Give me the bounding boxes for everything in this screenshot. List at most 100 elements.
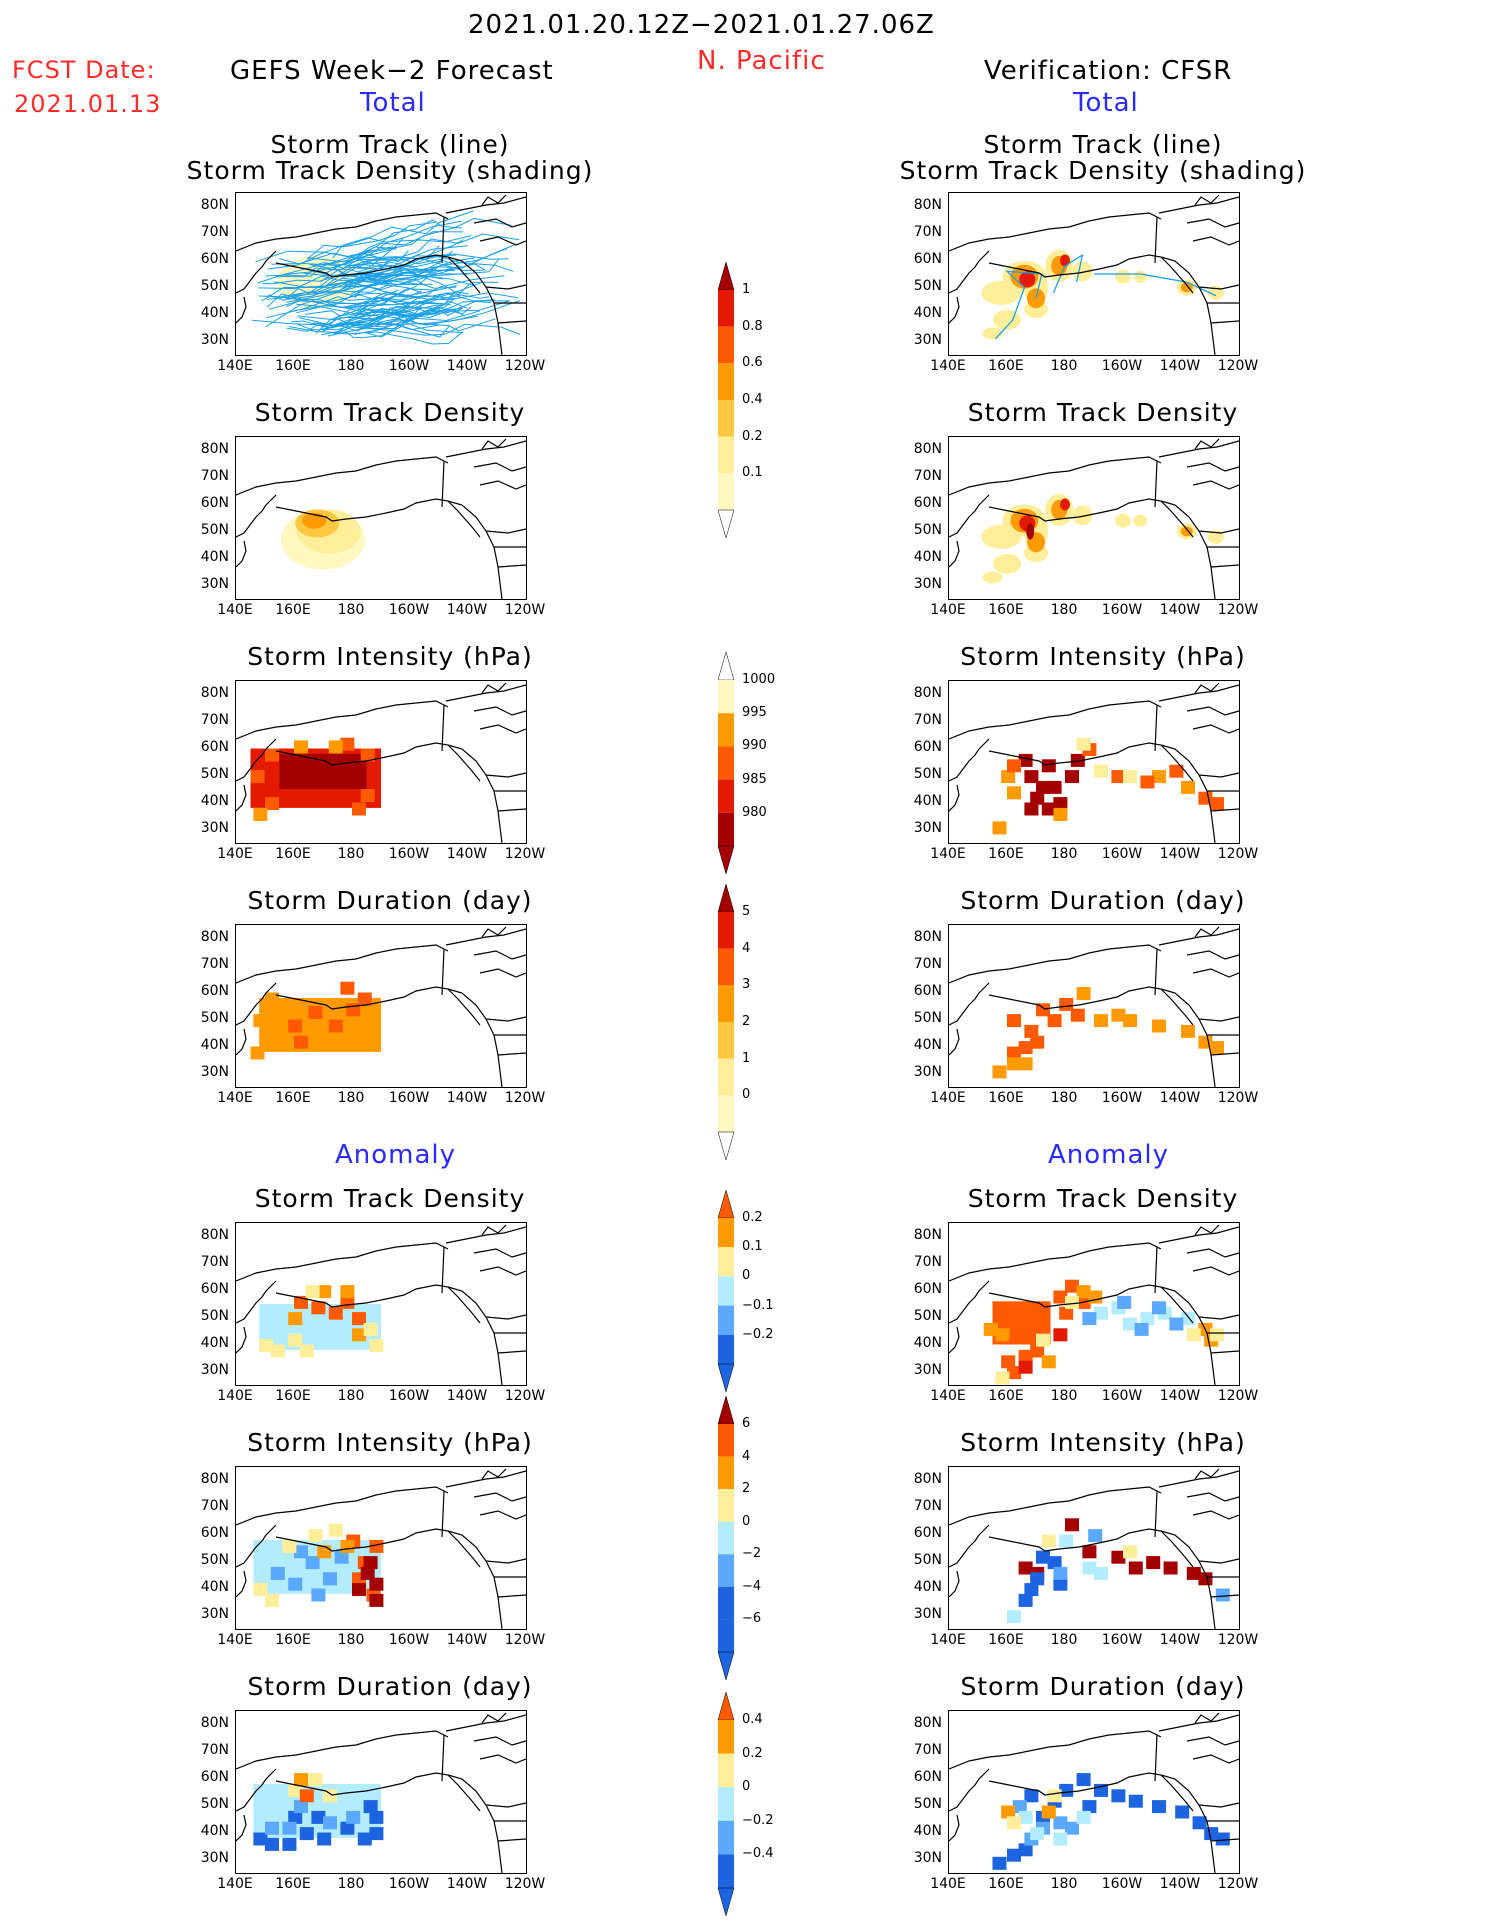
grid-cell <box>1030 1035 1045 1049</box>
colorbar-segment <box>718 985 734 1022</box>
colorbar-label: 0.2 <box>742 428 763 444</box>
lat-tick-label: 40N <box>200 1036 229 1053</box>
lon-tick-label: 140W <box>446 602 488 618</box>
grid-cell <box>1088 1290 1103 1304</box>
grid-cell <box>1065 1279 1079 1293</box>
colorbar-segment <box>718 1720 734 1754</box>
colorbar-intensity-anom: 6 4 2 0 −2 −4 −6 <box>718 1396 808 1680</box>
panel-title: Storm Track Density <box>967 1184 1239 1213</box>
colorbar-label: −4 <box>742 1578 762 1594</box>
colorbar-segment <box>718 363 734 400</box>
grid-cell <box>1117 1295 1132 1309</box>
grid-cell <box>1053 1566 1068 1580</box>
colorbar-segment <box>718 1334 734 1364</box>
grid-cell <box>1024 1024 1039 1038</box>
panel-title: Storm Intensity (hPa) <box>247 642 533 671</box>
grid-cell <box>299 1344 314 1358</box>
grid-cell <box>1018 1810 1033 1824</box>
lon-tick-label: 160W <box>1101 1090 1143 1106</box>
lat-tick-label: 60N <box>200 1524 229 1541</box>
grid-cell <box>1047 780 1062 794</box>
lat-tick-label: 70N <box>200 955 229 972</box>
map-panel <box>948 680 1240 844</box>
grid-cell <box>1163 1561 1178 1575</box>
grid-cell <box>369 1577 384 1591</box>
map-panel <box>948 1710 1240 1874</box>
grid-cell <box>288 1019 303 1033</box>
grid-cell <box>305 1556 320 1570</box>
grid-cell <box>317 1832 332 1846</box>
lat-tick-label: 80N <box>913 684 942 701</box>
grid-cell <box>1210 1328 1224 1342</box>
grid-cell <box>1047 1556 1062 1570</box>
grid-cell <box>282 1821 297 1835</box>
grid-cell <box>1053 797 1068 811</box>
lat-tick-label: 30N <box>200 1605 229 1622</box>
lon-tick-label: 160E <box>275 1090 311 1106</box>
coastline <box>236 1712 526 1873</box>
grid-cell <box>308 1773 323 1787</box>
grid-cell <box>1076 737 1091 751</box>
lon-tick-label: 140W <box>1159 846 1201 862</box>
lon-tick-label: 140E <box>930 1632 966 1648</box>
lon-tick-label: 160W <box>388 846 430 862</box>
grid-cell <box>1041 1534 1056 1548</box>
grid-cell <box>288 1810 303 1824</box>
colorbar-label: −6 <box>742 1611 762 1627</box>
map-panel <box>948 436 1240 600</box>
grid-cell <box>323 1816 337 1830</box>
lat-tick-label: 70N <box>913 1741 942 1758</box>
grid-cell <box>360 1566 375 1580</box>
lon-tick-label: 140W <box>446 846 488 862</box>
grid-cell <box>1041 1805 1056 1819</box>
map-panel <box>948 192 1240 356</box>
lon-tick-label: 140E <box>930 1388 966 1404</box>
grid-cell <box>352 802 366 816</box>
grid-cell <box>294 1773 308 1787</box>
colorbar-segment <box>718 1521 734 1555</box>
lon-tick-label: 160E <box>988 1388 1024 1404</box>
lon-tick-label: 140W <box>446 1632 488 1648</box>
grid-cell <box>369 1827 384 1841</box>
lon-tick-label: 140E <box>217 846 253 862</box>
lat-tick-label: 50N <box>200 1795 229 1812</box>
grid-cell <box>1030 1344 1045 1358</box>
lat-tick-label: 70N <box>913 1253 942 1270</box>
grid-cell <box>265 748 279 762</box>
density-contour <box>1115 513 1131 528</box>
lon-tick-label: 120W <box>1217 1090 1259 1106</box>
lat-tick-label: 30N <box>200 819 229 836</box>
grid-cell <box>1065 1821 1079 1835</box>
coastline <box>236 1224 526 1385</box>
lat-tick-label: 40N <box>913 304 942 321</box>
lat-tick-label: 40N <box>200 304 229 321</box>
lat-tick-label: 40N <box>913 1822 942 1839</box>
colorbar-segment <box>718 473 734 510</box>
lon-tick-label: 180 <box>1050 1632 1078 1648</box>
grid-cell <box>1036 780 1050 794</box>
grid-cell <box>299 1827 314 1841</box>
density-contour <box>1072 505 1093 526</box>
grid-cell <box>1001 1805 1016 1819</box>
grid-cell <box>369 1810 384 1824</box>
grid-cell <box>311 1588 326 1602</box>
grid-cell <box>363 1800 378 1814</box>
colorbar-label: −0.2 <box>742 1326 774 1342</box>
lat-tick-label: 70N <box>200 223 229 240</box>
grid-cell <box>288 1783 303 1797</box>
lon-tick-label: 160W <box>388 1876 430 1892</box>
lon-tick-label: 160W <box>388 1388 430 1404</box>
grid-cell <box>1024 1789 1039 1803</box>
grid-cell <box>328 1523 343 1537</box>
density-contour <box>1060 498 1070 511</box>
grid-cell <box>1007 1057 1021 1071</box>
lat-tick-label: 80N <box>200 196 229 213</box>
grid-cell <box>1053 1328 1068 1342</box>
grid-cell <box>308 1529 323 1543</box>
colorbar-segment <box>718 1247 734 1277</box>
panel-title: Storm Track (line) <box>270 130 510 159</box>
grid-cell <box>265 992 279 1006</box>
coastline <box>949 438 1239 599</box>
lat-tick-label: 50N <box>913 521 942 538</box>
grid-cell <box>288 1577 303 1591</box>
